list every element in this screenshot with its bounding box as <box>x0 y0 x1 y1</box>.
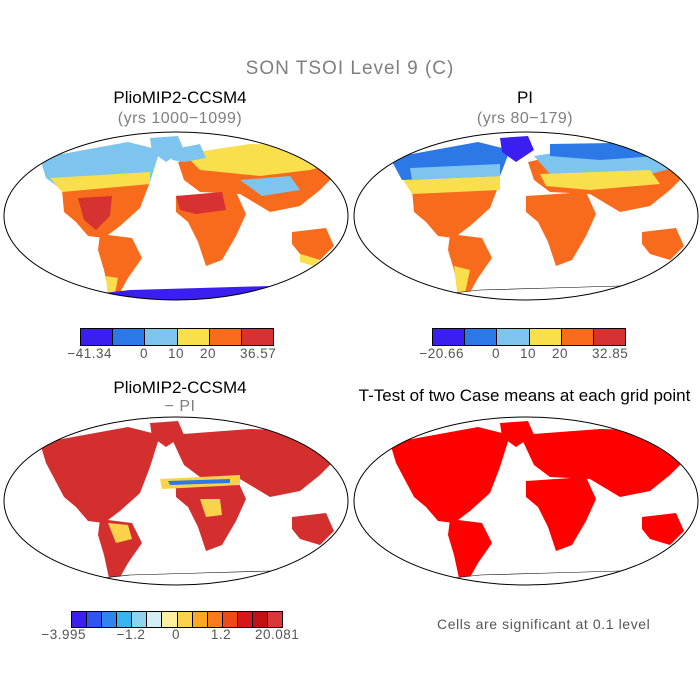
colorbar-swatch <box>528 329 561 345</box>
colorbar-pi-label-0: 0 <box>491 346 501 361</box>
colorbar-swatch <box>86 612 102 627</box>
colorbar-swatch <box>176 329 209 345</box>
map-pliomip2-border <box>3 131 349 301</box>
colorbar-swatch <box>592 329 626 345</box>
panel4-title: T-Test of two Case means at each grid po… <box>358 386 691 405</box>
south-america <box>448 519 492 583</box>
colorbar-swatch <box>191 612 207 627</box>
australia <box>642 513 684 545</box>
australia <box>292 228 334 260</box>
africa-hot <box>176 192 226 214</box>
panel2-subtitle: (yrs 80−179) <box>476 110 574 127</box>
colorbar-swatch <box>81 329 113 345</box>
colorbar-swatch <box>496 329 529 345</box>
colorbar-difference-label-max: 20.081 <box>255 627 300 642</box>
colorbar-swatch <box>236 612 252 627</box>
map-difference <box>3 416 349 586</box>
colorbar-swatch <box>208 329 241 345</box>
north-america <box>390 427 510 523</box>
panel1-title: PlioMIP2-CCSM4 <box>113 88 247 107</box>
colorbar-swatch <box>206 612 222 627</box>
north-america <box>40 427 160 523</box>
colorbar-pi <box>432 328 626 346</box>
colorbar-swatch <box>116 612 132 627</box>
colorbar-swatch <box>560 329 593 345</box>
colorbar-swatch <box>221 612 237 627</box>
eurasia-cold <box>240 176 300 196</box>
colorbar-pliomip2-label-20: 20 <box>199 346 217 361</box>
colorbar-swatch <box>144 329 177 345</box>
south-america-patch <box>108 523 132 543</box>
africa <box>526 192 596 266</box>
south-america <box>98 234 142 298</box>
colorbar-swatch <box>101 612 117 627</box>
panel1-subtitle: (yrs 1000−1099) <box>117 110 243 127</box>
colorbar-swatch <box>240 329 274 345</box>
south-america-tip <box>454 266 470 300</box>
colorbar-swatch <box>72 612 87 627</box>
south-america <box>448 234 492 298</box>
map-ttest-border <box>353 416 699 586</box>
map-ttest-land <box>390 421 694 585</box>
colorbar-pliomip2-label-max: 36.57 <box>240 346 277 361</box>
map-difference-border <box>3 416 349 586</box>
map-pliomip2 <box>3 131 349 301</box>
colorbar-pliomip2-label-min: −41.34 <box>67 346 112 361</box>
colorbar-swatch <box>433 329 465 345</box>
europe <box>170 144 206 162</box>
map-pi-land <box>390 136 694 300</box>
colorbar-pliomip2-label-10: 10 <box>167 346 185 361</box>
africa <box>526 477 596 551</box>
colorbar-pliomip2 <box>80 328 274 346</box>
australia <box>642 228 684 260</box>
colorbar-pliomip2-label-0: 0 <box>139 346 149 361</box>
eurasia <box>170 429 344 497</box>
colorbar-swatch <box>251 612 268 627</box>
significance-note: Cells are significant at 0.1 level <box>437 616 651 632</box>
africa-patch <box>200 499 222 517</box>
colorbar-pi-label-min: −20.66 <box>419 346 464 361</box>
colorbar-difference <box>71 611 283 628</box>
colorbar-swatch <box>131 612 147 627</box>
panel3-subtitle: − PI <box>164 398 196 415</box>
colorbar-pi-label-10: 10 <box>519 346 537 361</box>
greenland <box>500 136 534 162</box>
map-ttest <box>353 416 699 586</box>
map-pi-border <box>353 131 699 301</box>
colorbar-swatch <box>146 612 162 627</box>
map-difference-land <box>40 421 344 585</box>
colorbar-swatch <box>161 612 177 627</box>
australia <box>292 513 334 545</box>
colorbar-difference-label-0: 0 <box>171 627 181 642</box>
north-america-band <box>410 164 500 180</box>
colorbar-pi-label-20: 20 <box>551 346 569 361</box>
eurasia <box>520 429 694 497</box>
north-america-south <box>412 182 500 238</box>
colorbar-difference-label-pos: 1.2 <box>210 627 232 642</box>
australia-south <box>300 254 320 266</box>
map-pliomip2-land <box>40 136 344 300</box>
colorbar-difference-label-min: −3.995 <box>41 627 86 642</box>
eurasia-mid <box>540 170 660 190</box>
south-america <box>98 519 142 583</box>
figure-title: SON TSOI Level 9 (C) <box>245 58 455 79</box>
colorbar-swatch <box>267 612 283 627</box>
colorbar-swatch <box>112 329 145 345</box>
sahel-blue <box>168 479 230 485</box>
colorbar-difference-label-neg: −1.2 <box>116 627 146 642</box>
colorbar-swatch <box>464 329 497 345</box>
panel2-title: PI <box>516 88 534 107</box>
colorbar-pi-label-max: 32.85 <box>592 346 629 361</box>
north-america-hot <box>78 196 112 230</box>
map-pi <box>353 131 699 301</box>
colorbar-swatch <box>176 612 192 627</box>
panel3-title: PlioMIP2-CCSM4 <box>113 378 247 397</box>
north-america-band <box>50 172 150 192</box>
